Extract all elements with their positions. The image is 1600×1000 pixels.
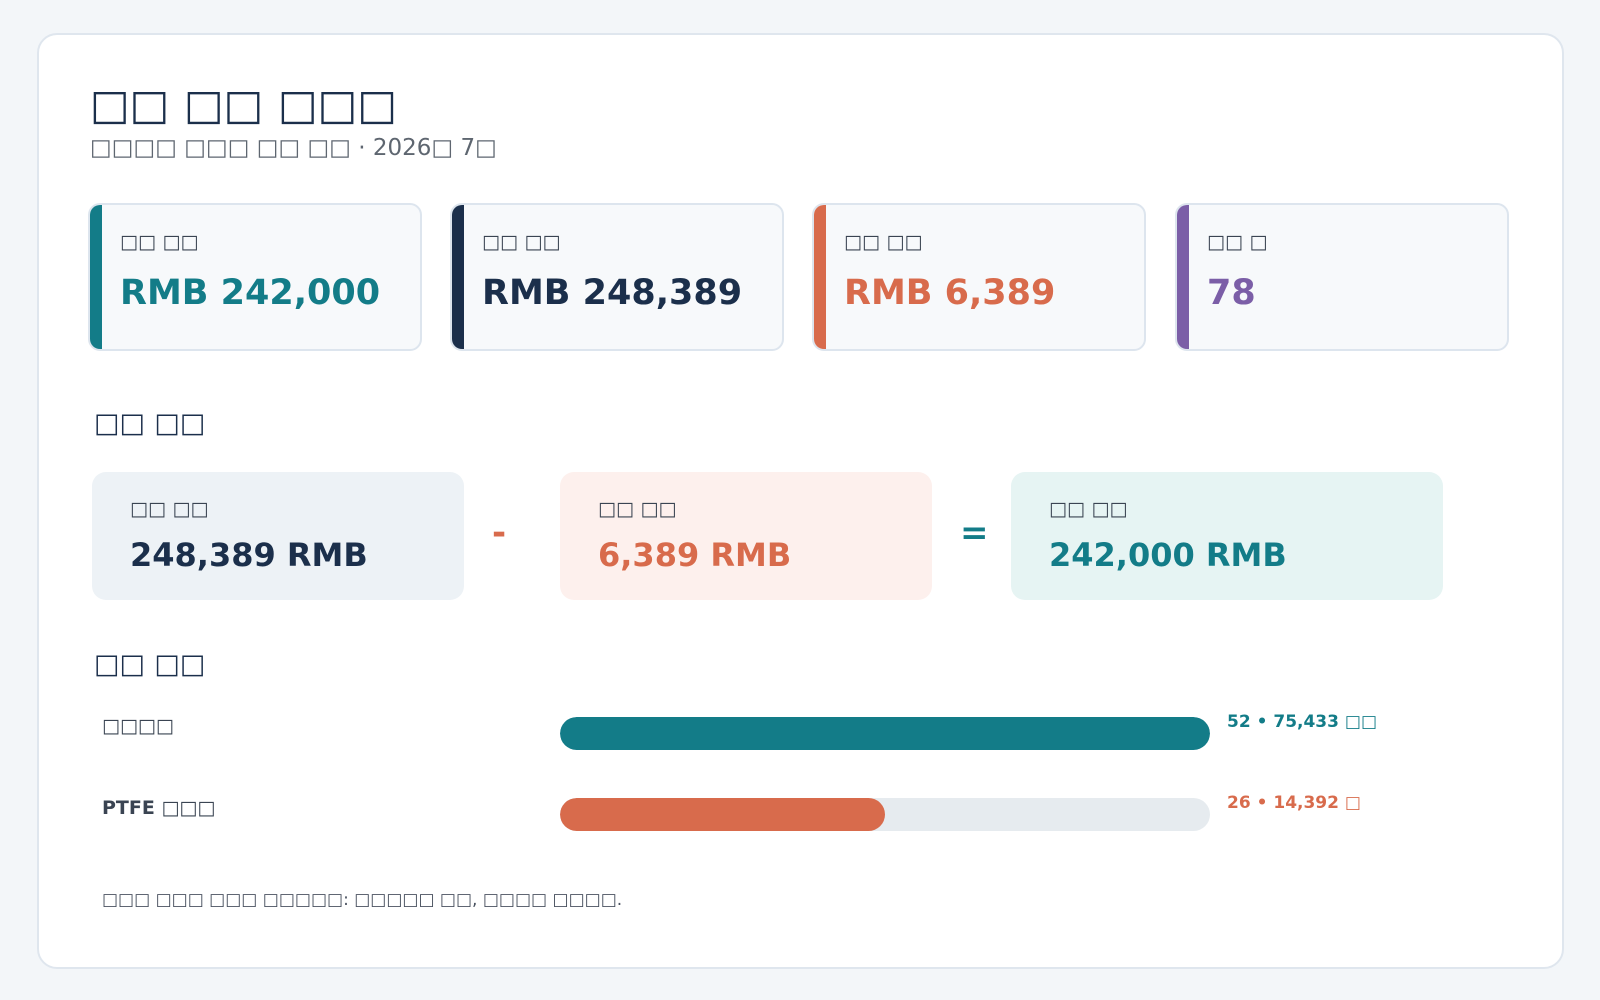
distribution-track [560, 798, 1210, 831]
distribution-label: PTFE □□□ [102, 797, 216, 819]
page-subtitle: □□□□ □□□ □□ □□ · 2026□ 7□ [90, 135, 497, 161]
equals-symbol: = [960, 513, 989, 553]
calculation-section-title: □□ □□ [94, 408, 206, 439]
calc-label: □□ □□ [1049, 498, 1128, 520]
distribution-section-title: □□ □□ [94, 649, 206, 680]
kpi-label: □□ □□ [844, 231, 923, 253]
distribution-label: □□□□ [102, 715, 174, 737]
calc-box-right: □□ □□ 242,000 RMB [1011, 472, 1443, 600]
kpi-value: RMB 248,389 [482, 273, 743, 313]
kpi-value: RMB 6,389 [844, 273, 1056, 313]
calc-box-middle: □□ □□ 6,389 RMB [560, 472, 932, 600]
calc-value: 6,389 RMB [598, 536, 792, 574]
minus-symbol: - [492, 513, 507, 553]
kpi-accent-bar [90, 205, 102, 349]
kpi-card-3: □□ □ 78 [1175, 203, 1509, 351]
kpi-label: □□ □□ [482, 231, 561, 253]
calc-label: □□ □□ [130, 498, 209, 520]
calc-value: 248,389 RMB [130, 536, 368, 574]
summary-card: □□ □□ □□□ □□□□ □□□ □□ □□ · 2026□ 7□ □□ □… [37, 33, 1564, 969]
kpi-label: □□ □□ [120, 231, 199, 253]
calc-label: □□ □□ [598, 498, 677, 520]
kpi-accent-bar [452, 205, 464, 349]
distribution-track [560, 717, 1210, 750]
kpi-card-1: □□ □□ RMB 248,389 [450, 203, 784, 351]
distribution-value: 52 • 75,433 □□ [1227, 712, 1378, 732]
kpi-label: □□ □ [1207, 231, 1268, 253]
kpi-accent-bar [1177, 205, 1189, 349]
footnote: □□□ □□□ □□□ □□□□□: □□□□□ □□, □□□□ □□□□. [102, 890, 623, 910]
distribution-value: 26 • 14,392 □ [1227, 793, 1361, 813]
distribution-fill [560, 798, 885, 831]
page-title: □□ □□ □□□ [90, 80, 398, 129]
calc-value: 242,000 RMB [1049, 536, 1287, 574]
kpi-value: 78 [1207, 273, 1256, 313]
kpi-value: RMB 242,000 [120, 273, 381, 313]
kpi-accent-bar [814, 205, 826, 349]
distribution-fill [560, 717, 1210, 750]
kpi-card-0: □□ □□ RMB 242,000 [88, 203, 422, 351]
calc-box-left: □□ □□ 248,389 RMB [92, 472, 464, 600]
kpi-card-2: □□ □□ RMB 6,389 [812, 203, 1146, 351]
